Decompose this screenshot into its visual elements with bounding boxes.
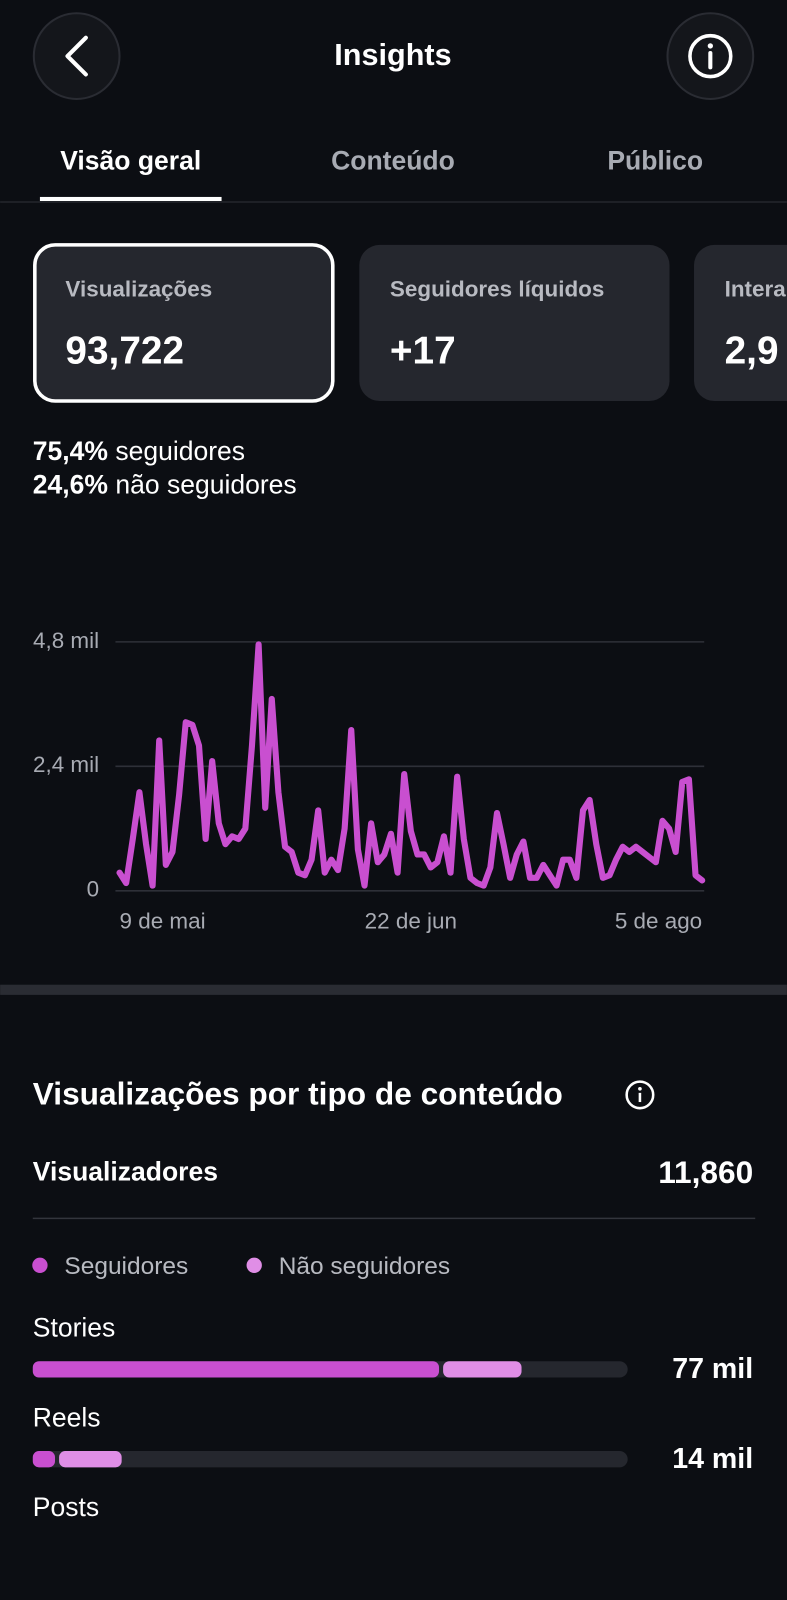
card-label: Visualizações — [65, 277, 212, 302]
back-button[interactable] — [32, 12, 121, 100]
bar-segment — [32, 1451, 56, 1468]
metric-card[interactable]: Seguidores líquidos +17 — [359, 244, 670, 402]
y-tick-label: 2,4 mil — [33, 752, 99, 777]
category-label: Posts — [33, 1492, 99, 1522]
category-label: Reels — [33, 1402, 101, 1432]
viewers-value: 11,860 — [658, 1154, 753, 1190]
card-background — [359, 244, 670, 402]
legend-label: Não seguidores — [279, 1253, 450, 1280]
card-value: 2,9 — [725, 329, 779, 372]
x-tick-label: 22 de jun — [365, 908, 457, 933]
card-background — [33, 243, 335, 403]
share-value: 75,4% — [33, 436, 108, 466]
active-tab-indicator — [39, 196, 222, 202]
total-label: 77 mil — [672, 1353, 753, 1385]
bar-segment — [443, 1361, 522, 1378]
share-value: 24,6% — [33, 470, 108, 500]
bar-track — [32, 1451, 628, 1468]
metric-card[interactable]: Visualizações 93,722 — [33, 243, 335, 403]
metric-card[interactable]: Intera 2,9 — [694, 244, 787, 402]
viewers-label: Visualizadores — [33, 1156, 218, 1186]
card-background — [694, 244, 787, 402]
share-label: não seguidores — [115, 470, 296, 500]
card-value: +17 — [390, 329, 456, 372]
audience-share: 24,6% não seguidores — [33, 470, 297, 500]
tab[interactable]: Conteúdo — [331, 145, 455, 175]
category-label: Stories — [33, 1313, 116, 1343]
audience-share: 75,4% seguidores — [33, 436, 245, 466]
x-tick-label: 9 de mai — [120, 908, 206, 933]
legend-label: Seguidores — [64, 1253, 188, 1280]
total-label: 14 mil — [672, 1443, 753, 1475]
bar-segment — [32, 1361, 440, 1378]
legend-swatch — [246, 1257, 262, 1273]
section-title: Visualizações por tipo de conteúdo — [33, 1075, 563, 1111]
page-title: Insights — [334, 38, 451, 72]
tab[interactable]: Visão geral — [60, 145, 201, 175]
card-label: Intera — [725, 277, 787, 302]
y-tick-label: 4,8 mil — [33, 628, 99, 653]
info-button[interactable] — [666, 12, 755, 100]
bar-segment — [59, 1451, 122, 1468]
x-tick-label: 5 de ago — [615, 908, 702, 933]
card-value: 93,722 — [65, 329, 184, 372]
share-label: seguidores — [115, 436, 245, 466]
y-tick-label: 0 — [87, 877, 99, 902]
line-series — [116, 641, 706, 889]
section-separator — [0, 984, 787, 995]
section-info-icon[interactable] — [625, 1080, 655, 1110]
tab[interactable]: Público — [607, 145, 703, 175]
legend-swatch — [32, 1257, 48, 1273]
card-label: Seguidores líquidos — [390, 277, 604, 302]
